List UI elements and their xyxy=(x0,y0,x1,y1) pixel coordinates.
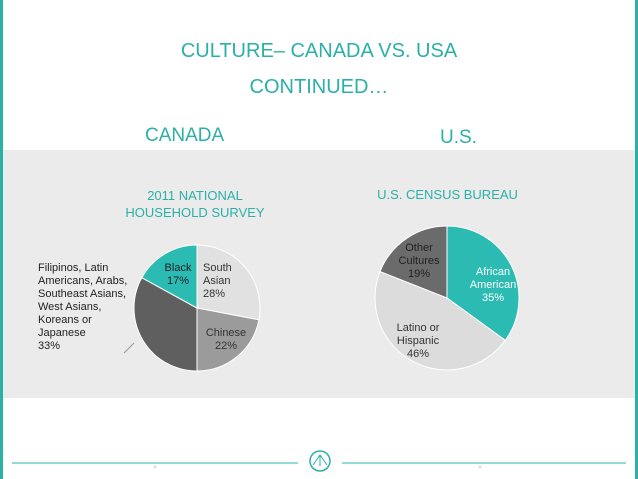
slice-value: 22% xyxy=(214,340,238,352)
slice-label: South Asian xyxy=(203,262,232,287)
slice-label: Black xyxy=(164,262,192,274)
pie-slice xyxy=(374,270,506,371)
pie-slice xyxy=(196,244,261,321)
dot xyxy=(478,465,482,469)
leader-line xyxy=(123,342,135,354)
edge xyxy=(635,0,638,479)
slice-label: Latino or Hispanic xyxy=(396,322,440,347)
pie-slice xyxy=(446,225,520,342)
slice-label: African American xyxy=(469,266,517,291)
slice-value: 19% xyxy=(407,268,431,280)
pie-slice xyxy=(196,307,260,372)
slice-label: Filipinos, Latin Americans, Arabs, South… xyxy=(38,262,128,339)
edge xyxy=(0,0,3,479)
pie-slice xyxy=(141,244,198,309)
slice-value: 33% xyxy=(38,340,61,352)
slide-title: CULTURE– CANADA VS. USA xyxy=(180,40,458,62)
pie-slice xyxy=(133,276,198,372)
slice-label: Other Cultures xyxy=(398,242,440,267)
chart-title: U.S. CENSUS BUREAU xyxy=(377,187,518,202)
band xyxy=(0,150,638,398)
slice-value: 35% xyxy=(481,292,505,304)
chart-title: 2011 NATIONAL HOUSEHOLD SURVEY xyxy=(125,188,265,220)
slice-value: 46% xyxy=(406,348,430,360)
slice-value: 17% xyxy=(166,275,190,287)
nav-arrow xyxy=(312,454,328,466)
pie-slice xyxy=(379,225,448,299)
slide-title: CONTINUED… xyxy=(249,76,389,98)
heading: CANADA xyxy=(145,125,225,146)
heading: U.S. xyxy=(440,127,477,148)
dot xyxy=(153,465,157,469)
slice-label: Chinese xyxy=(205,327,247,339)
slice-value: 28% xyxy=(203,288,226,300)
